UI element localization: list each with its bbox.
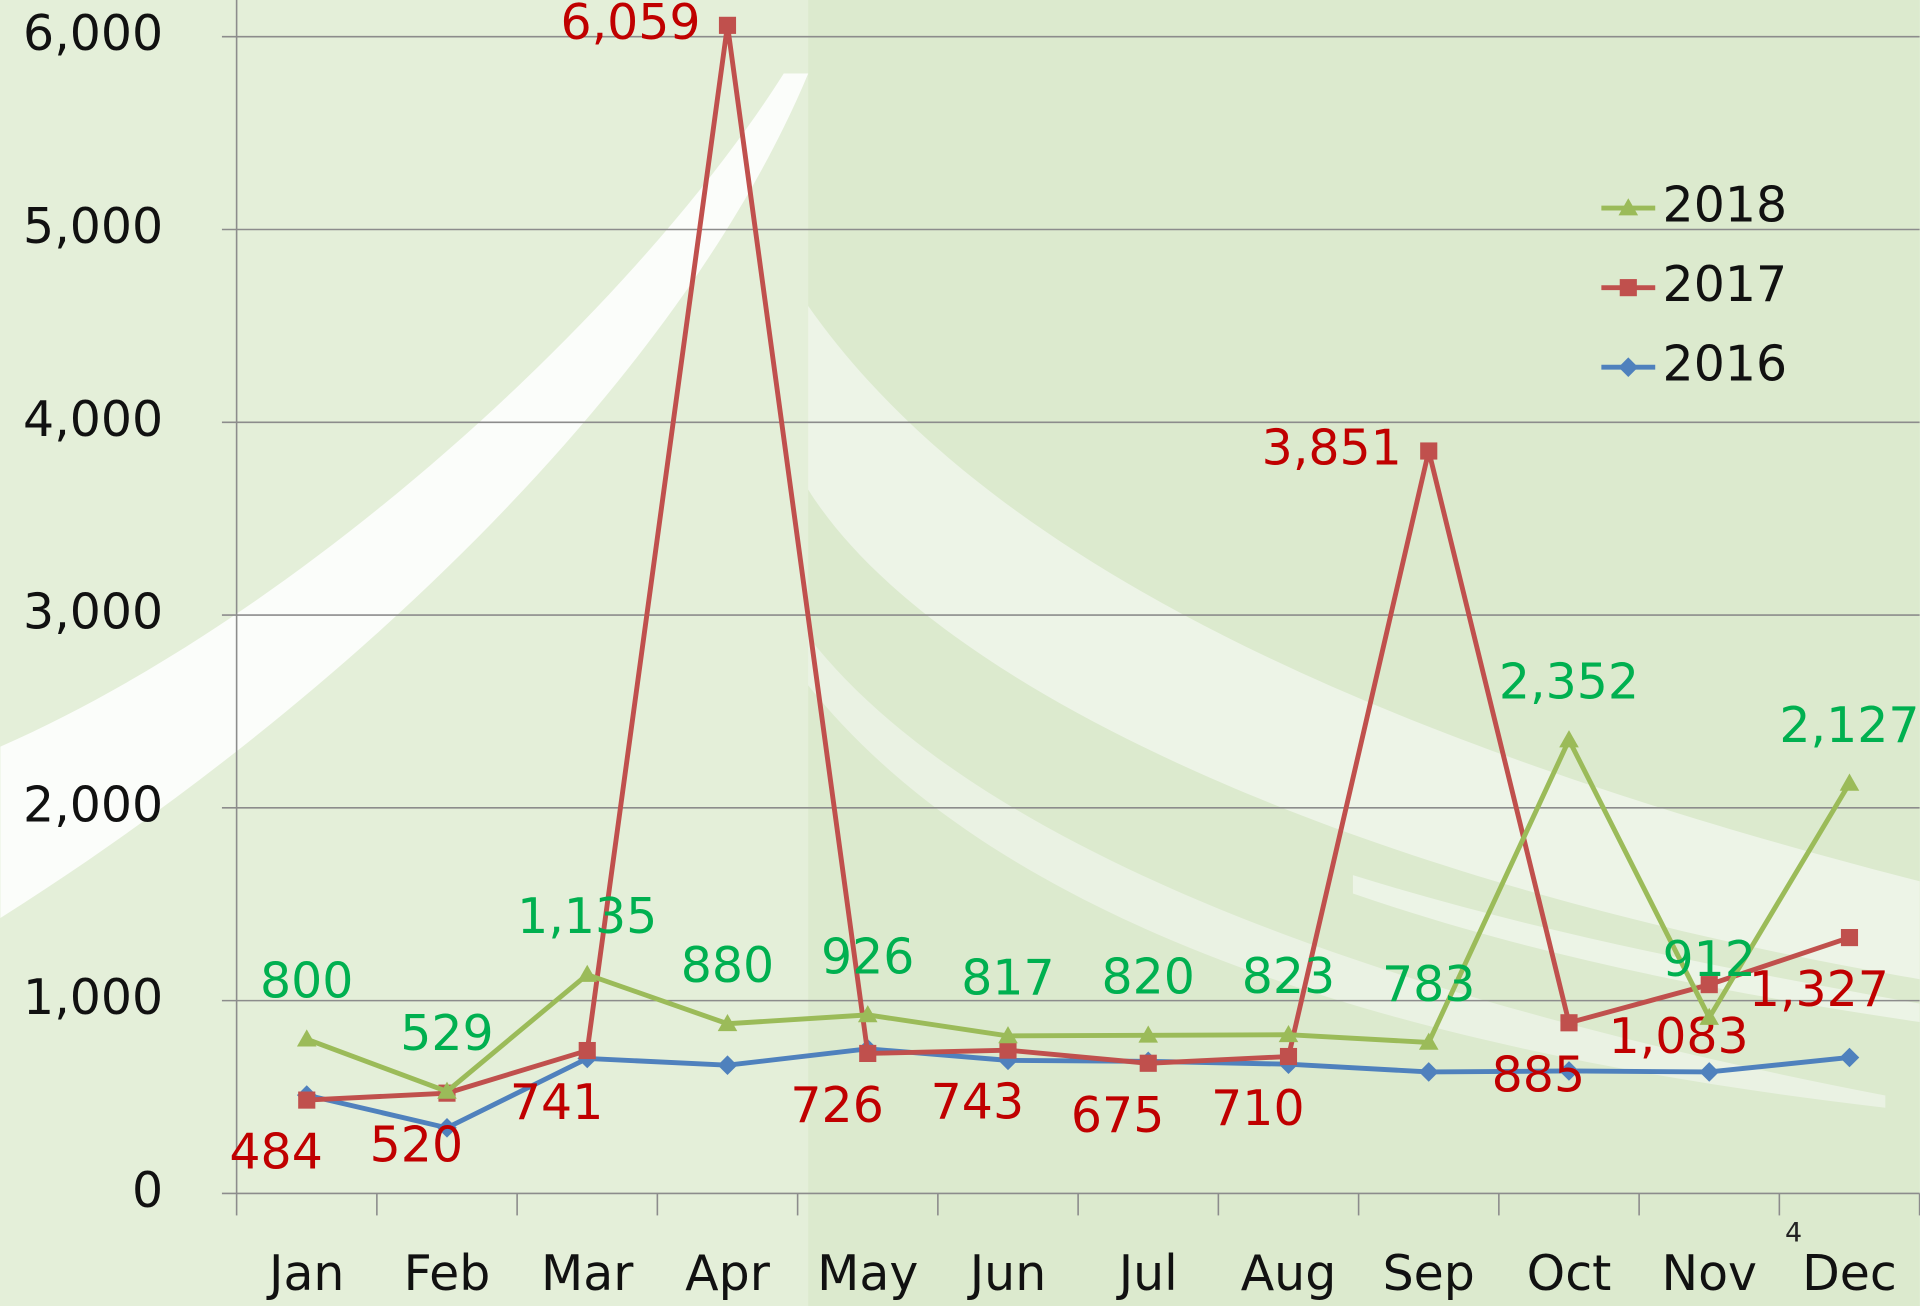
y-tick-label: 3,000 bbox=[23, 584, 163, 641]
data-label: 741 bbox=[510, 1074, 603, 1131]
point bbox=[1420, 442, 1437, 459]
x-tick-label: Feb bbox=[404, 1245, 491, 1302]
point bbox=[1280, 1048, 1297, 1065]
page: {"chart_data": {"type": "line", "page_nu… bbox=[0, 0, 1920, 1306]
x-tick-label: Oct bbox=[1527, 1245, 1612, 1302]
data-label: 743 bbox=[931, 1074, 1024, 1131]
point bbox=[298, 1092, 315, 1109]
legend-label: 2017 bbox=[1663, 256, 1788, 313]
y-tick-label: 4,000 bbox=[23, 391, 163, 448]
data-label: 1,135 bbox=[517, 888, 657, 945]
legend-label: 2018 bbox=[1663, 177, 1788, 234]
data-label: 820 bbox=[1102, 949, 1195, 1006]
x-tick-label: Aug bbox=[1241, 1245, 1337, 1302]
page-number: 4 bbox=[1785, 1217, 1802, 1248]
point bbox=[1140, 1055, 1157, 1072]
y-tick-label: 5,000 bbox=[23, 198, 163, 255]
x-tick-label: Dec bbox=[1802, 1245, 1897, 1302]
data-label: 726 bbox=[790, 1077, 883, 1134]
x-tick-label: Apr bbox=[685, 1245, 771, 1302]
data-label: 817 bbox=[961, 949, 1054, 1006]
point bbox=[999, 1042, 1016, 1059]
x-tick-label: Mar bbox=[541, 1245, 634, 1302]
y-tick-label: 1,000 bbox=[23, 969, 163, 1026]
data-label: 675 bbox=[1071, 1087, 1164, 1144]
x-tick-label: Jun bbox=[967, 1245, 1046, 1302]
data-label: 880 bbox=[681, 937, 774, 994]
data-label: 912 bbox=[1663, 931, 1756, 988]
data-label: 783 bbox=[1382, 956, 1475, 1013]
chart: 4 0 1,000 2,000 3,000 4,000 5,000 6,000 Jan Feb M… bbox=[0, 0, 1920, 1306]
data-label: 926 bbox=[821, 928, 914, 985]
x-tick-label: Jul bbox=[1116, 1245, 1178, 1302]
point bbox=[719, 17, 736, 34]
data-label: 885 bbox=[1492, 1046, 1585, 1103]
point bbox=[859, 1045, 876, 1062]
x-tick-label: May bbox=[817, 1245, 918, 1302]
point bbox=[1841, 929, 1858, 946]
data-label: 823 bbox=[1242, 948, 1335, 1005]
y-tick-label: 0 bbox=[132, 1162, 163, 1219]
y-tick-label: 6,000 bbox=[23, 5, 163, 62]
data-label: 1,083 bbox=[1609, 1008, 1749, 1065]
data-label: 529 bbox=[400, 1005, 493, 1062]
point bbox=[1560, 1014, 1577, 1031]
data-label: 6,059 bbox=[560, 0, 700, 51]
y-tick-label: 2,000 bbox=[23, 776, 163, 833]
data-label: 1,327 bbox=[1749, 961, 1889, 1018]
data-label: 3,851 bbox=[1262, 420, 1402, 477]
point bbox=[579, 1042, 596, 1059]
data-label: 710 bbox=[1211, 1080, 1304, 1137]
data-label: 484 bbox=[229, 1124, 322, 1181]
x-tick-label: Sep bbox=[1383, 1245, 1475, 1302]
data-label: 800 bbox=[260, 953, 353, 1010]
legend-marker bbox=[1620, 279, 1637, 296]
x-tick-label: Nov bbox=[1661, 1245, 1757, 1302]
x-tick-label: Jan bbox=[266, 1245, 344, 1302]
data-label: 520 bbox=[370, 1117, 463, 1174]
data-label: 2,127 bbox=[1779, 697, 1919, 754]
data-label: 2,352 bbox=[1499, 653, 1639, 710]
legend-label: 2016 bbox=[1663, 336, 1788, 393]
